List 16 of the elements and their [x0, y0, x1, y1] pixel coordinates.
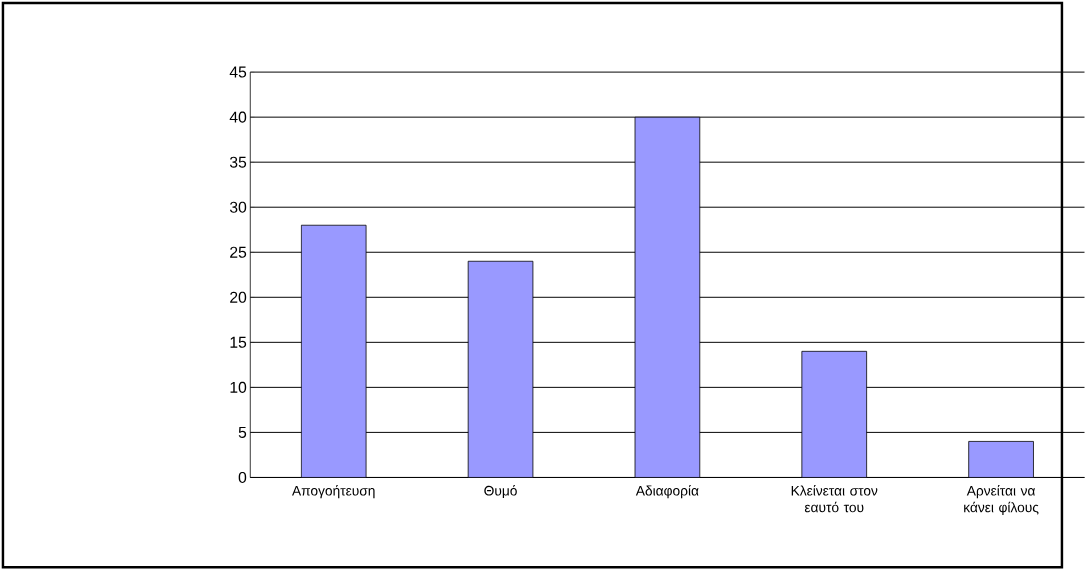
x-tick-label: Αρνείται να κάνει φίλους: [964, 484, 1039, 515]
y-tick-label: 5: [238, 426, 247, 438]
y-tick-label: 0: [238, 471, 247, 483]
x-tick-label: Κλείνεται στον εαυτό του: [791, 484, 878, 513]
x-tick-label: Απογοήτευση: [292, 484, 375, 499]
x-tick-label: Αδιαφορία: [635, 484, 699, 499]
x-tick-label: Θυμό: [484, 484, 517, 498]
y-tick-label: 30: [229, 201, 247, 213]
y-tick-label: 25: [230, 246, 247, 258]
y-tick-label: 40: [229, 111, 247, 123]
y-tick-label: 45: [229, 66, 247, 78]
y-tick-label: 10: [230, 381, 247, 393]
y-tick-label: 35: [229, 156, 247, 168]
bar: [968, 440, 1034, 478]
y-tick-label: 15: [230, 336, 247, 348]
y-tick-label: 20: [230, 291, 247, 303]
